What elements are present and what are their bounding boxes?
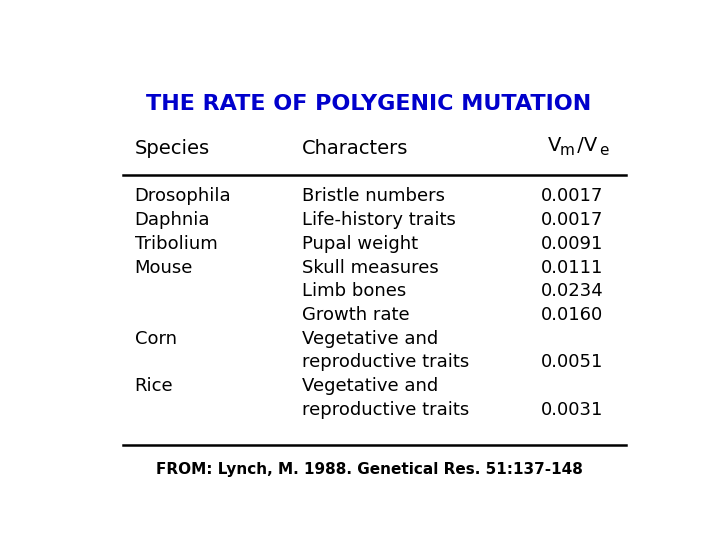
Text: e: e bbox=[600, 143, 609, 158]
Text: V: V bbox=[547, 136, 561, 155]
Text: Life-history traits: Life-history traits bbox=[302, 211, 456, 229]
Text: 0.0234: 0.0234 bbox=[541, 282, 603, 300]
Text: 0.0111: 0.0111 bbox=[541, 259, 603, 276]
Text: Drosophila: Drosophila bbox=[135, 187, 231, 205]
Text: Bristle numbers: Bristle numbers bbox=[302, 187, 445, 205]
Text: FROM: Lynch, M. 1988. Genetical Res. 51:137-148: FROM: Lynch, M. 1988. Genetical Res. 51:… bbox=[156, 462, 582, 477]
Text: reproductive traits: reproductive traits bbox=[302, 401, 469, 418]
Text: /V: /V bbox=[571, 136, 598, 155]
Text: Corn: Corn bbox=[135, 329, 176, 348]
Text: Species: Species bbox=[135, 139, 210, 158]
Text: 0.0160: 0.0160 bbox=[541, 306, 603, 324]
Text: THE RATE OF POLYGENIC MUTATION: THE RATE OF POLYGENIC MUTATION bbox=[146, 94, 592, 114]
Text: Growth rate: Growth rate bbox=[302, 306, 410, 324]
Text: 0.0017: 0.0017 bbox=[541, 211, 603, 229]
Text: reproductive traits: reproductive traits bbox=[302, 353, 469, 372]
Text: m: m bbox=[560, 143, 575, 158]
Text: 0.0031: 0.0031 bbox=[541, 401, 603, 418]
Text: Mouse: Mouse bbox=[135, 259, 193, 276]
Text: Characters: Characters bbox=[302, 139, 408, 158]
Text: Pupal weight: Pupal weight bbox=[302, 235, 418, 253]
Text: Tribolium: Tribolium bbox=[135, 235, 217, 253]
Text: 0.0091: 0.0091 bbox=[541, 235, 603, 253]
Text: Vegetative and: Vegetative and bbox=[302, 329, 438, 348]
Text: Daphnia: Daphnia bbox=[135, 211, 210, 229]
Text: Skull measures: Skull measures bbox=[302, 259, 438, 276]
Text: 0.0017: 0.0017 bbox=[541, 187, 603, 205]
Text: Vegetative and: Vegetative and bbox=[302, 377, 438, 395]
Text: Limb bones: Limb bones bbox=[302, 282, 406, 300]
Text: 0.0051: 0.0051 bbox=[541, 353, 603, 372]
Text: Rice: Rice bbox=[135, 377, 174, 395]
